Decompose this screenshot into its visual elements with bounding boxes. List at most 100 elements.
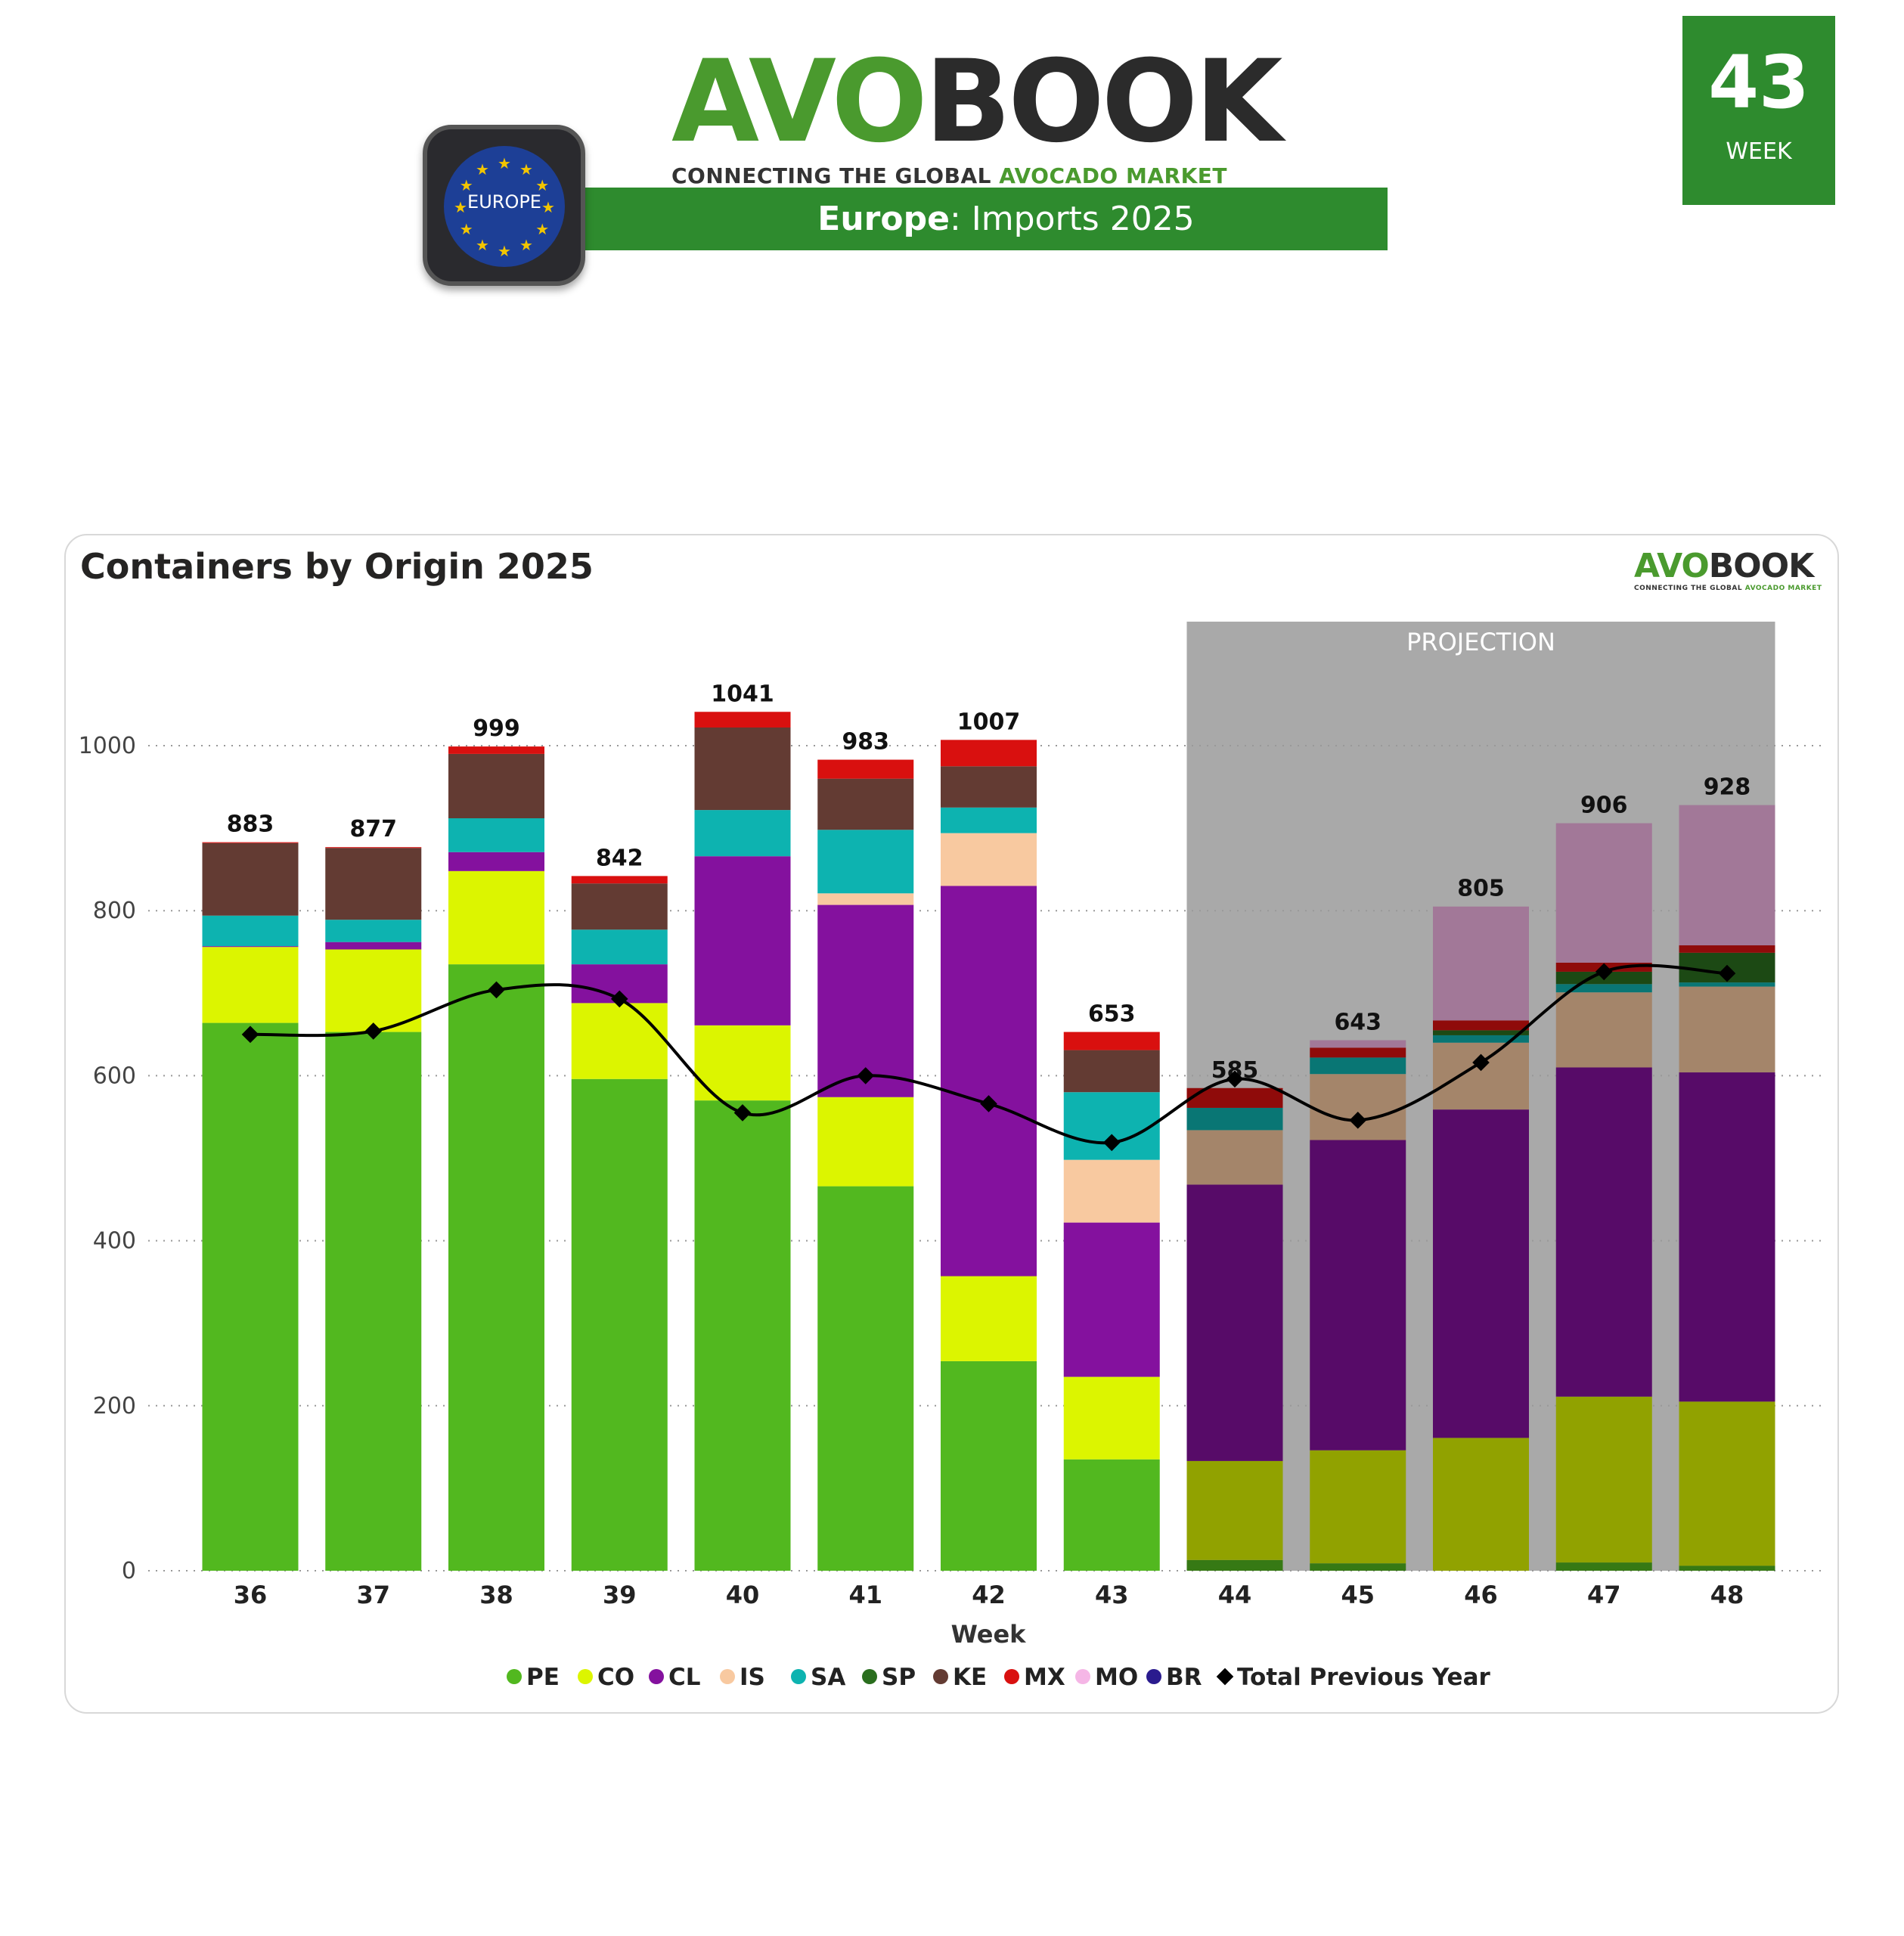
legend-marker-mx bbox=[1004, 1669, 1019, 1684]
bar-segment-cl bbox=[694, 856, 791, 1025]
bar-segment-mx bbox=[817, 759, 914, 779]
x-tick-label: 48 bbox=[1710, 1581, 1744, 1609]
x-tick-label: 45 bbox=[1341, 1581, 1375, 1609]
bar-segment-sa bbox=[1310, 1057, 1406, 1075]
bar-segment-cl bbox=[1310, 1140, 1406, 1450]
y-tick-label: 0 bbox=[122, 1558, 136, 1584]
bar-segment-ke bbox=[448, 753, 544, 819]
bar-stack-week-43 bbox=[1063, 1032, 1160, 1571]
legend-marker-br bbox=[1146, 1669, 1161, 1684]
week-label: WEEK bbox=[1726, 138, 1792, 165]
total-data-label: 1007 bbox=[957, 709, 1021, 735]
previous-year-marker bbox=[610, 990, 628, 1008]
bar-segment-cl bbox=[1679, 1072, 1775, 1402]
bar-segment-sa bbox=[571, 929, 668, 965]
previous-year-marker bbox=[1718, 964, 1736, 982]
previous-year-marker bbox=[857, 1067, 875, 1084]
previous-year-marker bbox=[1349, 1112, 1367, 1129]
x-tick-label: 42 bbox=[972, 1581, 1006, 1609]
bar-segment-ke bbox=[817, 778, 914, 830]
bar-segment-is bbox=[817, 893, 914, 905]
avobook-logo: AVOBOOK CONNECTING THE GLOBAL AVOCADO MA… bbox=[671, 45, 1282, 189]
chart-title: Containers by Origin 2025 bbox=[80, 546, 594, 587]
tagline-2: AVOCADO MARKET bbox=[999, 163, 1227, 188]
legend-marker-pe bbox=[507, 1669, 522, 1684]
bar-segment-pe bbox=[1679, 1565, 1775, 1571]
bar-stack-week-38 bbox=[448, 746, 544, 1571]
bar-segment-co bbox=[571, 1003, 668, 1079]
mini-logo-book: BOOK bbox=[1708, 547, 1814, 585]
region-badge-label: EUROPE bbox=[467, 191, 541, 213]
chart-card bbox=[64, 534, 1839, 1714]
legend-marker-co bbox=[578, 1669, 593, 1684]
bar-stack-week-37 bbox=[325, 847, 422, 1571]
bar-segment-pe bbox=[1063, 1459, 1160, 1571]
banner-title: : Imports 2025 bbox=[949, 200, 1195, 238]
x-tick-label: 39 bbox=[603, 1581, 637, 1609]
legend-label-sa: SA bbox=[811, 1664, 845, 1691]
total-data-label: 653 bbox=[1088, 1001, 1136, 1028]
bar-segment-cl bbox=[817, 904, 914, 1097]
bar-segment-mx bbox=[571, 876, 668, 884]
previous-year-marker bbox=[1226, 1070, 1244, 1088]
svg-text:★: ★ bbox=[476, 160, 489, 178]
bar-stack-week-48 bbox=[1679, 805, 1775, 1571]
x-tick-label: 43 bbox=[1095, 1581, 1129, 1609]
mini-tagline-2: AVOCADO MARKET bbox=[1744, 585, 1822, 592]
bar-stack-week-46 bbox=[1433, 906, 1529, 1571]
total-data-label: 983 bbox=[842, 729, 889, 755]
svg-text:★: ★ bbox=[460, 220, 473, 238]
bar-segment-cl bbox=[1555, 1067, 1652, 1397]
bar-segment-cl bbox=[448, 852, 544, 871]
bar-segment-is bbox=[1679, 986, 1775, 1073]
bar-stack-week-44 bbox=[1186, 1087, 1283, 1571]
bar-segment-ke bbox=[1063, 1050, 1160, 1093]
x-tick-label: 38 bbox=[479, 1581, 513, 1609]
bar-segment-mx bbox=[1063, 1032, 1160, 1050]
legend-marker-cl bbox=[649, 1669, 664, 1684]
total-data-label: 643 bbox=[1334, 1009, 1381, 1035]
bar-segment-sa bbox=[325, 920, 422, 942]
legend-label-mx: MX bbox=[1024, 1664, 1065, 1691]
bar-stack-week-45 bbox=[1310, 1040, 1406, 1571]
bar-segment-mx bbox=[448, 746, 544, 754]
total-data-label: 883 bbox=[227, 811, 274, 838]
x-tick-label: 46 bbox=[1464, 1581, 1498, 1609]
bar-stack-week-42 bbox=[941, 740, 1037, 1571]
legend-label-cl: CL bbox=[668, 1664, 701, 1691]
total-data-label: 928 bbox=[1704, 774, 1751, 801]
svg-text:★: ★ bbox=[498, 242, 511, 260]
bar-segment-pe bbox=[1310, 1563, 1406, 1571]
bar-segment-co bbox=[202, 947, 299, 1023]
x-tick-label: 47 bbox=[1587, 1581, 1621, 1609]
bar-segment-co bbox=[1433, 1438, 1529, 1571]
y-tick-label: 200 bbox=[93, 1393, 136, 1419]
bar-segment-mx bbox=[941, 740, 1037, 767]
bar-segment-pe bbox=[1555, 1562, 1652, 1571]
svg-text:★: ★ bbox=[535, 176, 549, 194]
bar-stack-week-39 bbox=[571, 876, 668, 1571]
legend-label-sp: SP bbox=[882, 1664, 916, 1691]
y-tick-label: 400 bbox=[93, 1228, 136, 1255]
legend-marker-is bbox=[720, 1669, 735, 1684]
x-tick-label: 44 bbox=[1218, 1581, 1252, 1609]
svg-text:★: ★ bbox=[519, 160, 533, 178]
bar-segment-mx bbox=[694, 712, 791, 728]
x-tick-label: 41 bbox=[848, 1581, 882, 1609]
bar-segment-mx bbox=[202, 842, 299, 843]
previous-year-marker bbox=[1102, 1134, 1121, 1152]
week-number: 43 bbox=[1708, 40, 1809, 125]
legend-marker-ke bbox=[933, 1669, 948, 1684]
bar-segment-co bbox=[941, 1276, 1037, 1361]
bar-segment-sa bbox=[1186, 1107, 1283, 1131]
legend: PE CO CL IS SA SP KE MX MO BR Total Previous Year bbox=[507, 1664, 1491, 1691]
svg-text:★: ★ bbox=[519, 236, 533, 254]
bar-segment-pe bbox=[202, 1022, 299, 1571]
total-data-label: 805 bbox=[1457, 876, 1505, 902]
x-tick-label: 36 bbox=[234, 1581, 268, 1609]
previous-year-marker bbox=[241, 1025, 259, 1044]
bar-segment-pe bbox=[448, 964, 544, 1571]
x-tick-label: 40 bbox=[726, 1581, 760, 1609]
previous-year-marker bbox=[488, 981, 505, 999]
bar-segment-is bbox=[1310, 1074, 1406, 1140]
